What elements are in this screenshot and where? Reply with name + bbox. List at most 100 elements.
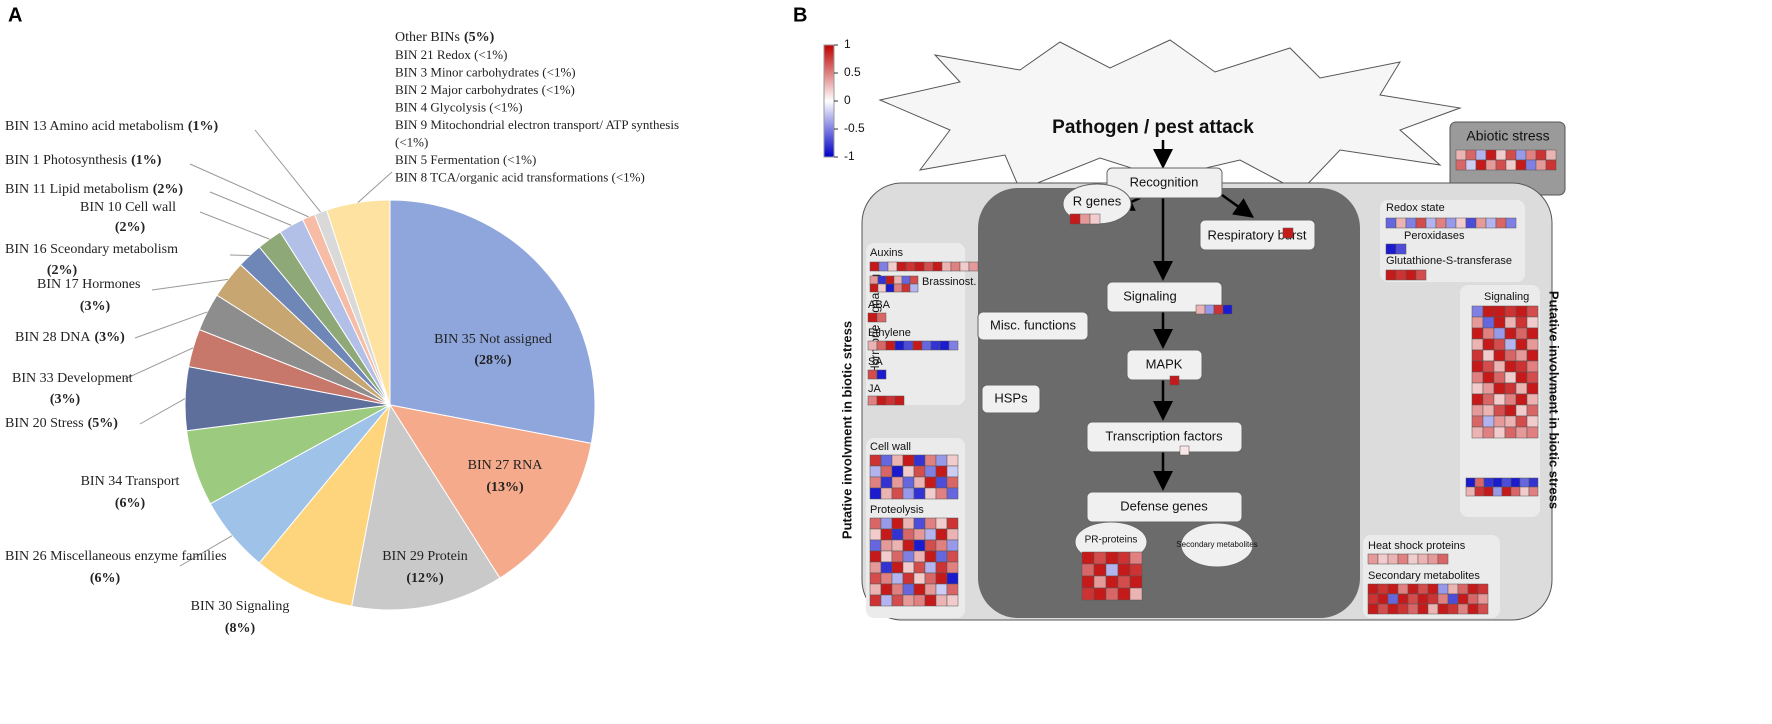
leader-line [209,191,292,226]
heatmap-cell [1526,360,1539,373]
heatmap-cell [1526,393,1539,406]
heatmap-label: Brassinost. [922,276,976,288]
slice-value: (28%) [474,353,512,368]
heatmap-cell [1493,338,1506,351]
heatmap-cell [924,583,937,596]
heatmap-cell [905,261,916,272]
slice-name: BIN 30 Signaling [191,599,290,614]
heatmap-cell [1367,593,1379,605]
heatmap-cell [1397,603,1409,615]
heatmap-cell [1515,404,1528,417]
heatmap-cell [924,550,937,563]
node-label: Transcription factors [1105,428,1223,443]
heatmap-cell [1526,382,1539,395]
heatmap-cell [1504,360,1517,373]
heatmap-cell [1504,305,1517,318]
heatmap-cell [1445,217,1457,229]
heatmap-cell [1482,316,1495,329]
heatmap-cell [1526,371,1539,384]
heatmap-cell [1465,217,1477,229]
heatmap-cell [1117,551,1131,565]
leader-line [134,311,208,339]
heatmap-cell [1282,227,1294,239]
panel-label: A [8,4,22,26]
heatmap-cell [891,594,904,607]
heatmap-cell [946,465,959,478]
node-label: Abiotic stress [1466,128,1549,144]
heatmap-cell [913,517,926,530]
heatmap-cell [946,528,959,541]
heatmap-cell [1510,486,1521,497]
heatmap-cell [1387,603,1399,615]
annotation-line: BIN 8 TCA/organic acid transformations (… [395,169,645,184]
heatmap-cell [1117,575,1131,589]
heatmap-cell [901,283,911,293]
slice-label: Other BINs (5%) [395,30,495,45]
heatmap-cell [1483,486,1494,497]
heatmap-cell [902,465,915,478]
heatmap-cell [1457,603,1469,615]
heatmap-cell [1482,415,1495,428]
heatmap-cell [891,465,904,478]
heatmap-cell [924,465,937,478]
heatmap-cell [909,283,919,293]
heatmap-cell [1081,551,1095,565]
heatmap-cell [896,261,907,272]
heatmap-label: Glutathione-S-transferase [1386,255,1512,267]
heatmap-cell [1515,382,1528,395]
heatmap-cell [878,261,889,272]
heatmap-cell [1501,486,1512,497]
node-label: Signaling [1123,288,1177,303]
heatmap-cell [935,454,948,467]
heatmap-cell [1515,316,1528,329]
heatmap-cell [946,583,959,596]
annotation-line: BIN 3 Minor carbohydrates (<1%) [395,64,576,79]
heatmap-cell [1471,393,1484,406]
heatmap-cell [1471,305,1484,318]
heatmap-cell [893,283,903,293]
heatmap-cell [1493,316,1506,329]
heatmap-cell [1505,217,1517,229]
heatmap-cell [1471,382,1484,395]
heatmap-cell [1465,477,1476,488]
heatmap-cell [1417,583,1429,595]
heatmap-cell [946,550,959,563]
leader-line [124,347,194,380]
heatmap-cell [901,275,911,285]
heatmap-cell [891,561,904,574]
heatmap-cell [903,340,914,351]
heatmap-cell [1515,371,1528,384]
heatmap-cell [946,594,959,607]
heatmap-cell [902,517,915,530]
node-label: Secondary metabolites [1176,540,1257,549]
leader-line [229,254,250,257]
heatmap-cell [935,583,948,596]
heatmap-cell [1515,393,1528,406]
leader-line [189,163,309,218]
slice-name: Other BINs [395,30,460,45]
heatmap-cell [932,261,943,272]
heatmap-cell [913,539,926,552]
leader-line [139,398,186,425]
node-label: PR-proteins [1085,535,1138,546]
heatmap-cell [939,340,950,351]
heatmap-cell [913,454,926,467]
leader-line [199,211,270,240]
node-label: Respiratory burst [1208,227,1307,242]
node-box [981,384,1041,414]
heatmap-cell [1387,553,1399,565]
heatmap-cell [1385,243,1397,255]
heatmap-cell [1482,426,1495,439]
heatmap-cell [1367,603,1379,615]
heatmap-cell [1387,583,1399,595]
arrow [1221,193,1255,218]
heatmap-cell [1093,587,1107,601]
heatmap-cell [1501,477,1512,488]
heatmap-cell [1179,445,1190,456]
heatmap-cell [1395,269,1407,281]
heatmap-cell [1105,551,1119,565]
slice-value: (13%) [486,480,524,495]
heatmap-cell [1457,593,1469,605]
heatmap-cell [902,539,915,552]
heatmap-cell [1417,593,1429,605]
